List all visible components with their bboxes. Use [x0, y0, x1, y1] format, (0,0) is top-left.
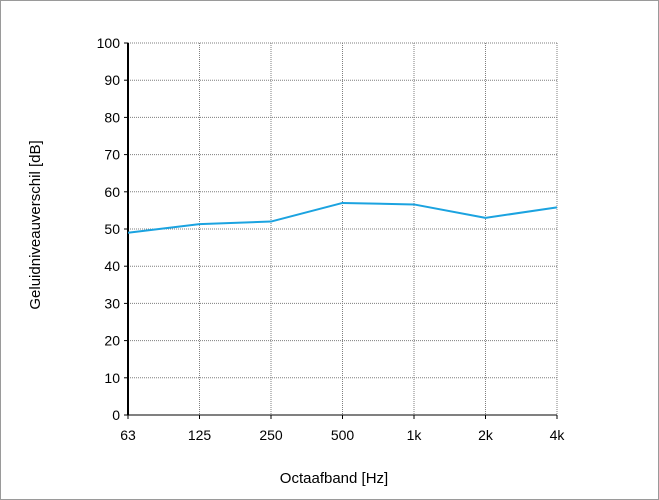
y-tick-label: 90	[104, 72, 120, 88]
y-tick-label: 70	[104, 147, 120, 163]
y-tick-label: 10	[104, 370, 120, 386]
x-tick-label: 125	[188, 427, 212, 443]
x-axis-title: Octaafband [Hz]	[280, 470, 388, 487]
x-tick-label: 2k	[478, 427, 494, 443]
x-tick-label: 4k	[550, 427, 566, 443]
y-tick-label: 60	[104, 184, 120, 200]
y-tick-label: 80	[104, 109, 120, 125]
x-tick-label: 250	[259, 427, 283, 443]
x-tick-label: 63	[120, 427, 136, 443]
axes	[124, 42, 558, 419]
y-tick-label: 100	[97, 35, 121, 51]
y-tick-label: 50	[104, 221, 120, 237]
y-tick-label: 0	[112, 407, 120, 423]
x-tick-label: 1k	[407, 427, 423, 443]
y-axis-title: Geluidniveauverschil [dB]	[27, 140, 44, 309]
y-tick-label: 30	[104, 295, 120, 311]
gridlines	[128, 42, 558, 415]
x-tick-labels: 63 125 250 500 1k 2k 4k	[120, 427, 565, 443]
series-line	[127, 201, 558, 234]
y-tick-labels: 0 10 20 30 40 50 60 70 80 90 100	[97, 35, 121, 423]
series-group	[127, 201, 558, 234]
y-tick-label: 40	[104, 258, 120, 274]
y-tick-label: 20	[104, 333, 120, 349]
x-tick-label: 500	[331, 427, 355, 443]
